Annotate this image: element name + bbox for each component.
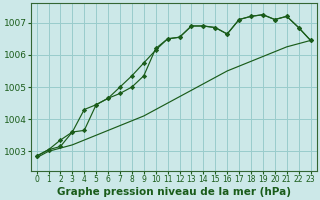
X-axis label: Graphe pression niveau de la mer (hPa): Graphe pression niveau de la mer (hPa) [57,187,291,197]
